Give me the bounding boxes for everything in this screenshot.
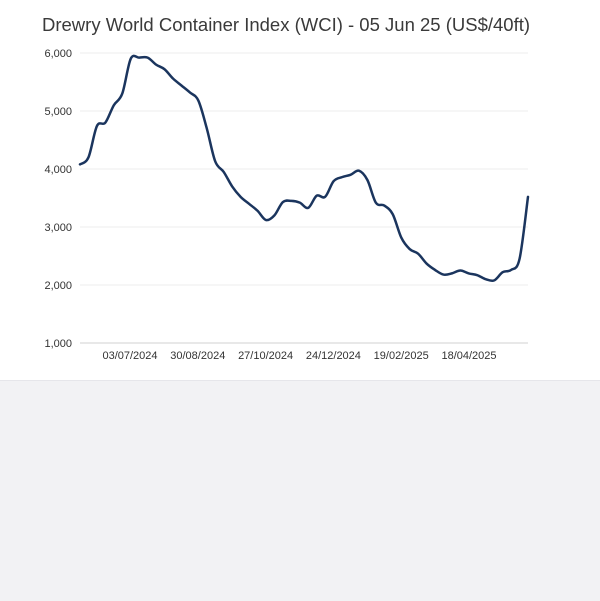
y-tick-label: 3,000 — [44, 222, 72, 234]
series-layer — [78, 54, 530, 283]
y-tick-label: 6,000 — [44, 48, 72, 60]
empty-bottom-panel — [0, 380, 600, 601]
y-tick-label: 1,000 — [44, 338, 72, 350]
y-tick-label: 5,000 — [44, 106, 72, 118]
y-tick-label: 4,000 — [44, 164, 72, 176]
x-tick-label: 24/12/2024 — [306, 350, 361, 362]
x-tick-label: 27/10/2024 — [238, 350, 293, 362]
x-tick-label: 18/04/2025 — [441, 350, 496, 362]
x-axis: 03/07/2024 30/08/2024 27/10/2024 24/12/2024… — [102, 350, 496, 362]
y-axis: 1,000 2,000 3,000 4,000 5,000 6,000 — [44, 48, 72, 350]
x-tick-label: 30/08/2024 — [170, 350, 225, 362]
x-tick-label: 19/02/2025 — [374, 350, 429, 362]
y-tick-label: 2,000 — [44, 280, 72, 292]
gridlines — [80, 52, 528, 344]
x-tick-label: 03/07/2024 — [102, 350, 157, 362]
wci-series-line — [78, 54, 530, 283]
chart-title: Drewry World Container Index (WCI) - 05 … — [42, 14, 531, 35]
chart-panel: 1,000 2,000 3,000 4,000 5,000 6,000 03/07/202… — [42, 14, 531, 362]
line-chart: 1,000 2,000 3,000 4,000 5,000 6,000 03/07/202… — [44, 48, 530, 362]
